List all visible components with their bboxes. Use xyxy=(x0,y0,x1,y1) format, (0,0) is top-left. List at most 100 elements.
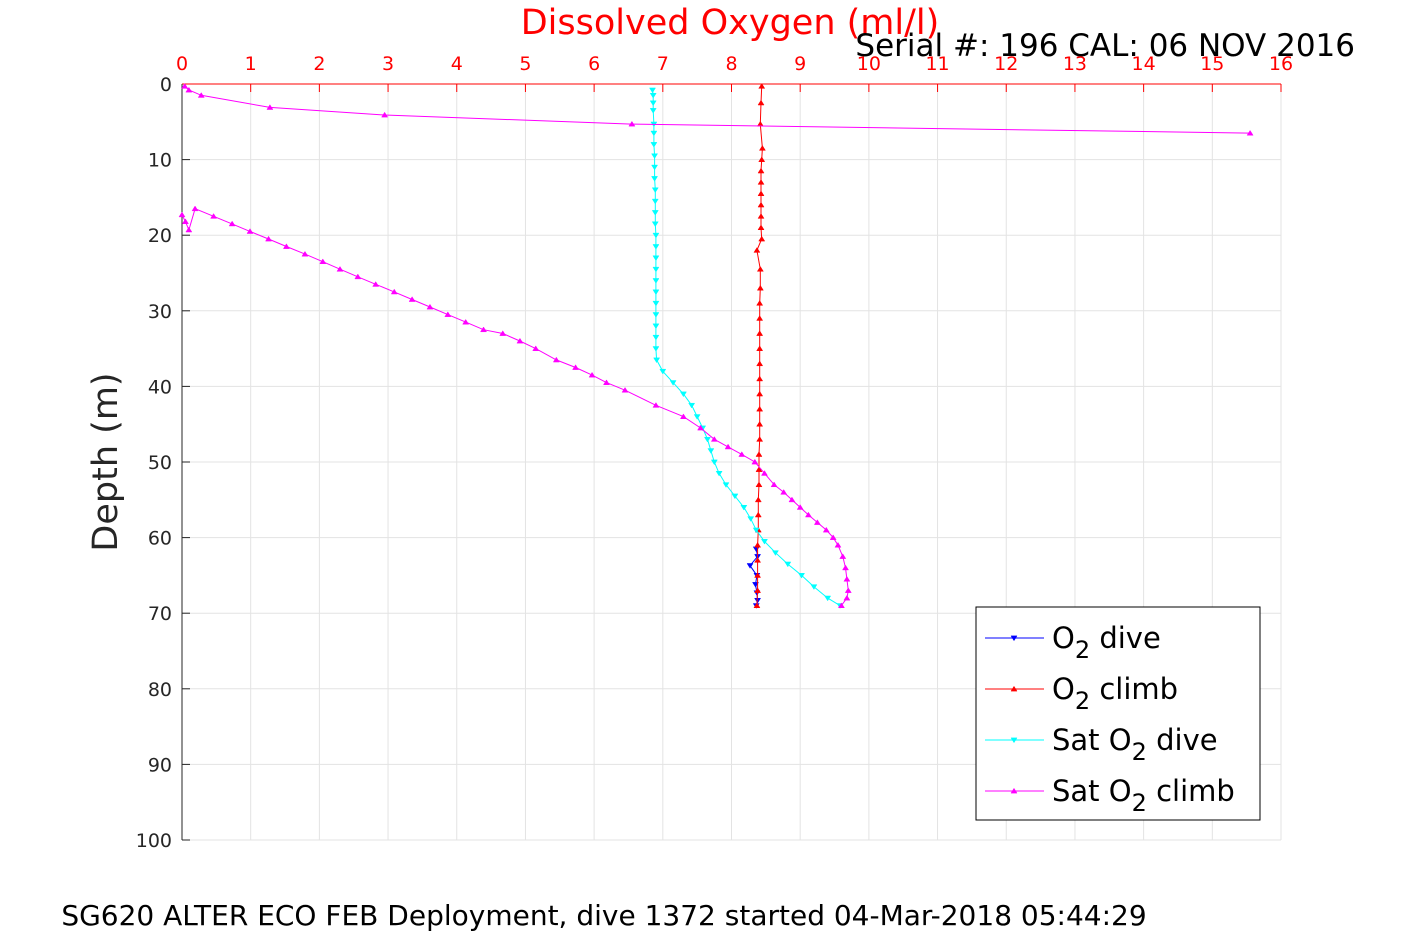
data-point xyxy=(757,201,765,208)
x-tick-label: 10 xyxy=(857,53,881,75)
data-point xyxy=(756,360,764,367)
data-point xyxy=(754,572,762,578)
data-point xyxy=(185,86,193,93)
data-point xyxy=(480,326,487,333)
data-point xyxy=(710,459,718,466)
data-point xyxy=(754,557,762,563)
axes xyxy=(181,83,1282,841)
data-point xyxy=(824,595,832,602)
data-point xyxy=(752,582,759,588)
data-point xyxy=(822,526,830,533)
x-tick-label: 6 xyxy=(588,53,600,75)
data-point xyxy=(710,436,718,442)
data-point xyxy=(462,318,470,325)
data-point xyxy=(755,451,763,457)
data-point xyxy=(651,153,659,159)
data-point xyxy=(649,87,656,94)
data-point xyxy=(756,436,764,442)
x-tick-label: 16 xyxy=(1269,53,1293,75)
data-point xyxy=(761,539,768,545)
data-point xyxy=(754,587,762,593)
data-point xyxy=(652,255,660,262)
data-point xyxy=(697,424,705,431)
y-tick-label: 50 xyxy=(148,452,172,474)
x-tick-label: 7 xyxy=(657,53,669,75)
data-point xyxy=(181,83,189,89)
data-point xyxy=(843,576,851,582)
data-point xyxy=(381,111,389,118)
data-point xyxy=(798,573,806,579)
data-point xyxy=(372,281,380,287)
data-point xyxy=(688,402,696,409)
data-point xyxy=(724,443,732,450)
data-point xyxy=(650,130,658,137)
data-point xyxy=(228,220,236,227)
y-tick-label: 90 xyxy=(148,754,172,776)
y-axis-label: Depth (m) xyxy=(86,372,126,551)
data-point xyxy=(499,330,507,336)
data-point xyxy=(844,587,852,593)
data-point xyxy=(756,330,764,336)
data-point xyxy=(210,213,218,219)
data-point xyxy=(265,235,272,242)
data-point xyxy=(796,504,804,510)
data-point xyxy=(813,519,821,525)
data-point xyxy=(761,470,768,476)
data-point xyxy=(756,300,764,306)
data-point xyxy=(752,546,760,553)
data-point xyxy=(747,516,755,522)
data-point xyxy=(757,99,765,106)
data-point xyxy=(652,244,660,250)
data-point xyxy=(788,496,796,503)
y-tick-label: 70 xyxy=(148,603,172,625)
data-point xyxy=(652,346,660,352)
data-point xyxy=(181,218,189,224)
data-point xyxy=(669,380,677,386)
data-point xyxy=(731,493,739,500)
data-point xyxy=(282,243,290,249)
data-point xyxy=(301,250,309,257)
data-point xyxy=(722,482,730,488)
data-point xyxy=(426,303,434,310)
data-point xyxy=(652,323,660,330)
data-point xyxy=(1246,129,1254,136)
data-point xyxy=(756,390,764,397)
data-point xyxy=(652,402,660,408)
data-point xyxy=(784,561,792,568)
x-tick-label: 15 xyxy=(1200,53,1224,75)
y-tick-label: 40 xyxy=(148,376,172,398)
legend-marker xyxy=(1010,787,1018,794)
data-point xyxy=(197,92,205,98)
data-point xyxy=(649,108,657,114)
x-tick-label: 8 xyxy=(725,53,737,75)
data-point xyxy=(804,511,812,518)
data-point xyxy=(756,315,764,321)
data-point xyxy=(756,266,764,272)
y-tick-label: 80 xyxy=(148,679,172,701)
data-point xyxy=(652,232,660,239)
data-point xyxy=(756,284,764,291)
data-point xyxy=(552,356,560,363)
data-point xyxy=(757,179,765,185)
data-point xyxy=(628,120,636,127)
data-point xyxy=(842,564,849,571)
legend-label: O2 dive xyxy=(1052,621,1161,664)
x-tick-label: 11 xyxy=(925,53,949,75)
series-line xyxy=(652,89,841,607)
x-tick-label: 5 xyxy=(519,53,531,75)
data-point xyxy=(837,602,845,608)
x-tick-label: 12 xyxy=(994,53,1018,75)
data-point xyxy=(652,334,660,341)
x-tick-labels: 0 1 2 3 4 5 6 7 8 9 10 11 12 13 14 15 16 xyxy=(176,53,1293,75)
data-point xyxy=(390,288,398,295)
data-point xyxy=(444,311,452,317)
data-point xyxy=(751,458,759,465)
legend-marker xyxy=(1010,737,1018,744)
data-point xyxy=(246,228,254,234)
data-point xyxy=(652,300,660,307)
x-tick-label: 1 xyxy=(245,53,257,75)
x-tick-label: 0 xyxy=(176,53,188,75)
data-point xyxy=(185,226,193,233)
legend-box xyxy=(975,606,1261,821)
